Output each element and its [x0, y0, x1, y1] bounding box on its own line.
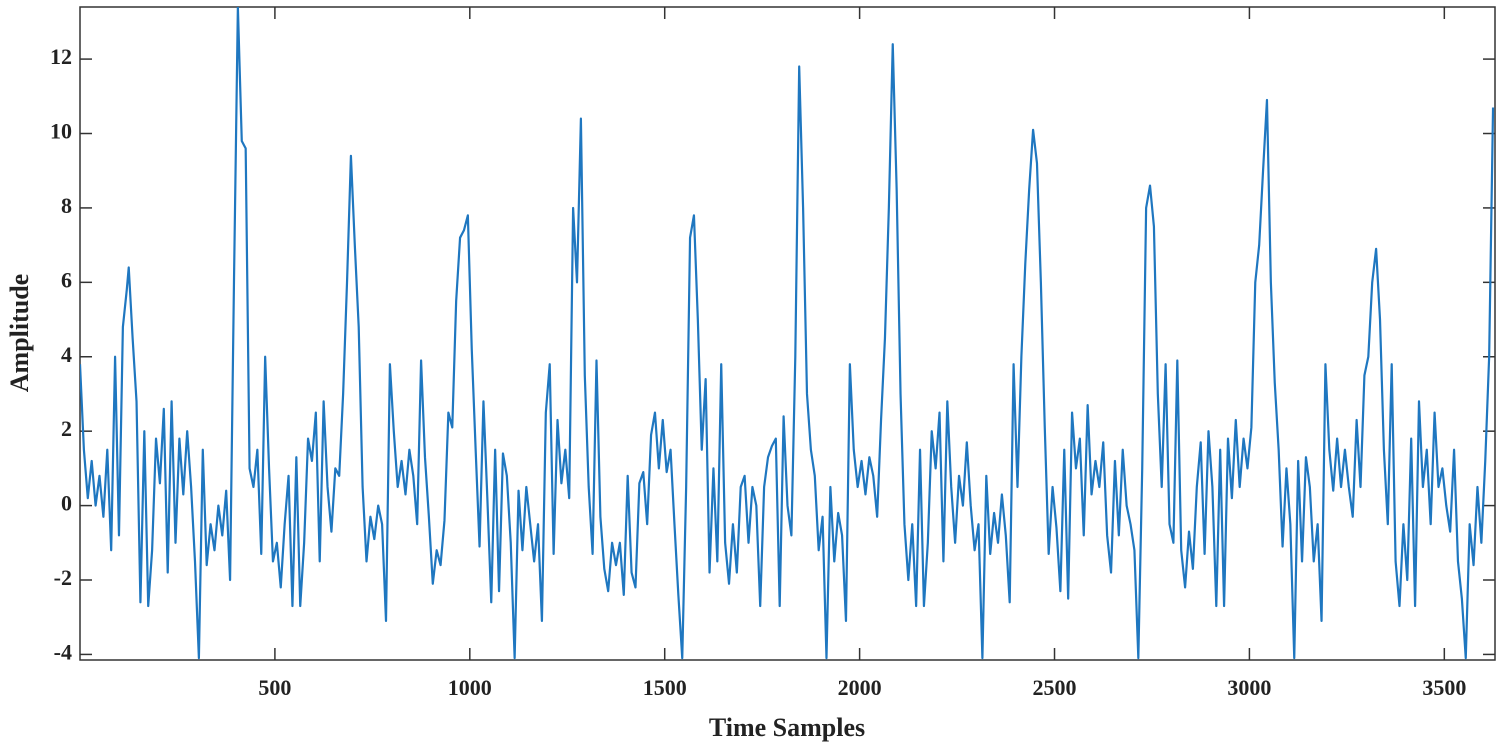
x-tick-label: 500	[258, 675, 291, 700]
y-tick-label: 0	[61, 491, 72, 516]
y-tick-label: 2	[61, 416, 72, 441]
y-tick-label: 8	[61, 193, 72, 218]
y-tick-label: 4	[61, 342, 72, 367]
y-tick-label: 6	[61, 267, 72, 292]
x-tick-label: 3000	[1227, 675, 1271, 700]
signal-line	[80, 7, 1495, 660]
y-tick-label: -4	[54, 639, 72, 664]
y-axis-label: Amplitude	[5, 274, 34, 392]
x-tick-label: 1000	[448, 675, 492, 700]
x-tick-label: 2500	[1033, 675, 1077, 700]
y-tick-label: 12	[50, 44, 72, 69]
x-tick-label: 3500	[1422, 675, 1466, 700]
x-tick-label: 1500	[643, 675, 687, 700]
y-tick-label: 10	[50, 119, 72, 144]
plot-frame	[79, 6, 1496, 661]
y-tick-label: -2	[54, 565, 72, 590]
x-axis-label: Time Samples	[709, 713, 865, 742]
x-tick-label: 2000	[838, 675, 882, 700]
